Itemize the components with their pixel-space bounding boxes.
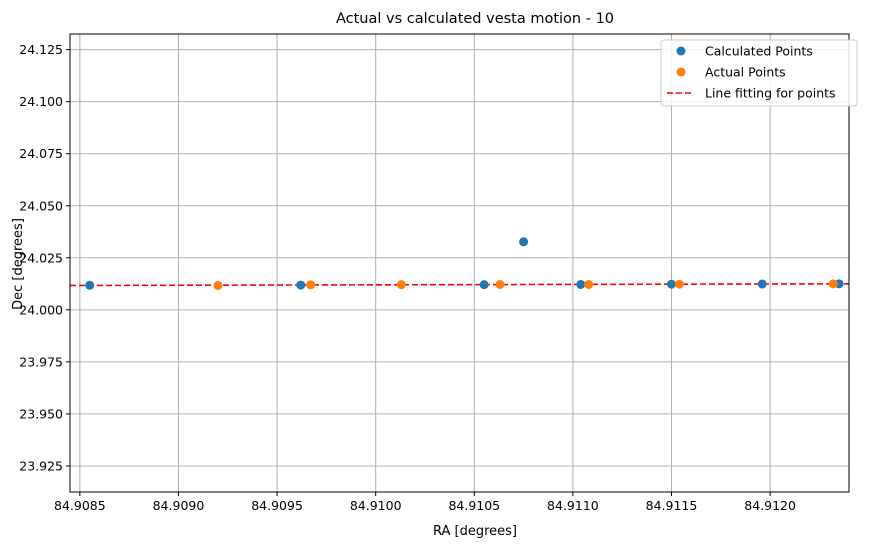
x-tick-label: 84.9085 bbox=[54, 498, 106, 513]
x-tick-label: 84.9105 bbox=[448, 498, 500, 513]
calculated-point bbox=[576, 279, 586, 289]
actual-point bbox=[495, 279, 505, 289]
x-tick-label: 84.9095 bbox=[251, 498, 303, 513]
actual-point bbox=[828, 279, 838, 289]
x-tick-label: 84.9090 bbox=[153, 498, 205, 513]
y-tick-label: 24.075 bbox=[19, 146, 63, 161]
actual-point bbox=[584, 279, 594, 289]
legend-box bbox=[660, 39, 858, 107]
calculated-point bbox=[296, 280, 306, 290]
calculated-point bbox=[667, 279, 677, 289]
grid-lines bbox=[70, 34, 849, 492]
y-axis-label: Dec [degrees] bbox=[11, 218, 26, 310]
fit-line-layer bbox=[69, 283, 850, 287]
x-tick-label: 84.9120 bbox=[744, 498, 796, 513]
y-axis-ticks: 23.925 23.950 23.975 24.000 24.025 24.050 24.0… bbox=[19, 42, 70, 473]
x-tick-label: 84.9110 bbox=[547, 498, 599, 513]
calculated-point bbox=[479, 280, 489, 290]
actual-point bbox=[213, 280, 223, 290]
legend: Calculated Points Actual Points Line fitti… bbox=[660, 39, 858, 107]
legend-label: Line fitting for points bbox=[705, 86, 836, 101]
plot-area-frame bbox=[69, 33, 850, 493]
legend-label: Actual Points bbox=[705, 65, 786, 80]
y-tick-label: 24.050 bbox=[19, 198, 63, 213]
actual-point bbox=[306, 280, 316, 290]
calculated-point bbox=[85, 280, 95, 290]
actual-point bbox=[396, 280, 406, 290]
legend-marker bbox=[676, 67, 686, 77]
y-tick-label: 23.925 bbox=[19, 458, 63, 473]
legend-marker bbox=[676, 46, 686, 56]
y-tick-label: 24.025 bbox=[19, 250, 63, 265]
y-tick-label: 24.100 bbox=[19, 94, 63, 109]
y-tick-label: 23.975 bbox=[19, 354, 63, 369]
calculated-point bbox=[757, 279, 767, 289]
y-tick-label: 24.000 bbox=[19, 302, 63, 317]
fit-line bbox=[69, 283, 850, 287]
x-tick-label: 84.9100 bbox=[350, 498, 402, 513]
actual-point bbox=[674, 279, 684, 289]
x-axis-label: RA [degrees] bbox=[433, 524, 517, 539]
x-tick-label: 84.9115 bbox=[646, 498, 698, 513]
chart-title: Actual vs calculated vesta motion - 10 bbox=[336, 11, 614, 27]
legend-label: Calculated Points bbox=[705, 44, 813, 59]
y-tick-label: 23.950 bbox=[19, 406, 63, 421]
calculated-point bbox=[519, 237, 529, 247]
y-tick-label: 24.125 bbox=[19, 42, 63, 57]
points-layer bbox=[85, 237, 844, 290]
x-axis-ticks: 84.9085 84.9090 84.9095 84.9100 84.9105 84.91… bbox=[54, 492, 796, 513]
